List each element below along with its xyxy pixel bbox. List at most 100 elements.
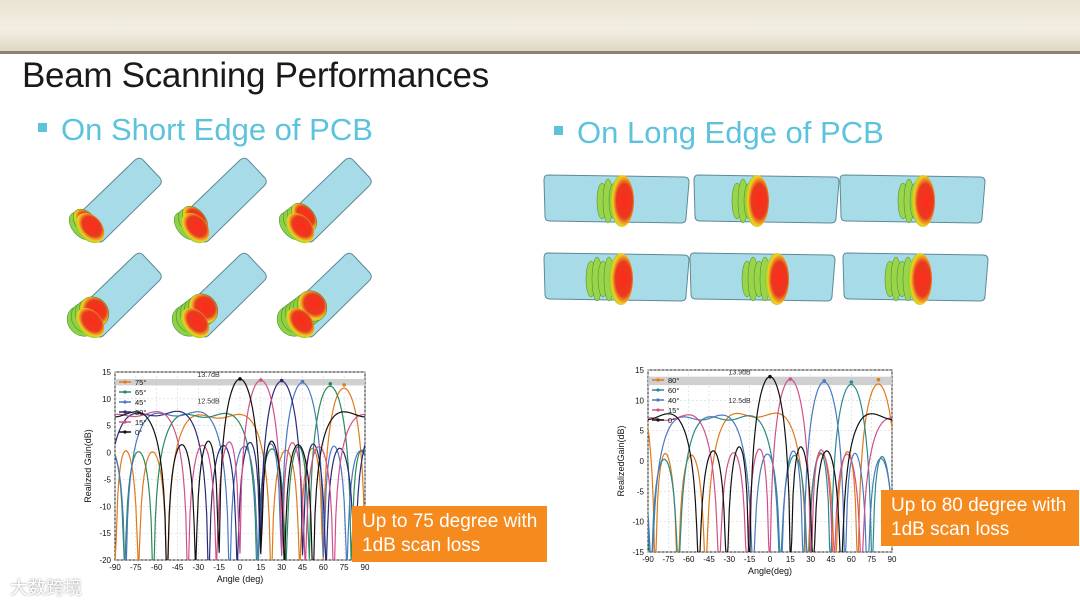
legend-label: 15° (668, 406, 679, 415)
series-peak-point (788, 377, 793, 381)
y-tick-label: -5 (104, 475, 112, 484)
y-tick-label: 10 (635, 396, 644, 405)
x-tick-label: 15 (256, 563, 265, 572)
y-tick-label: 5 (640, 427, 645, 436)
x-tick-label: -30 (724, 555, 736, 564)
series-peak-point (279, 378, 284, 383)
radiation-pattern-icon (731, 175, 769, 227)
y-tick-label: -15 (99, 529, 111, 538)
legend-marker (123, 420, 127, 424)
x-tick-label: 75 (867, 555, 876, 564)
right-note-callout: Up to 80 degree with 1dB scan loss (881, 490, 1079, 546)
pcb-board-icon (689, 252, 836, 305)
series-group (115, 378, 365, 560)
x-tick-label: 15 (786, 555, 795, 564)
series-group (115, 379, 365, 560)
radiation-pattern-icon (66, 296, 110, 339)
x-tick-label: 60 (847, 555, 856, 564)
pcb-board-icon (693, 174, 840, 227)
legend-label: 0° (668, 416, 675, 425)
radiation-pattern-icon (68, 208, 105, 244)
legend-label: 0° (135, 428, 142, 437)
radiation-pattern-icon (596, 175, 634, 227)
legend-marker (123, 390, 127, 394)
radiation-pattern-icon (171, 293, 219, 339)
series-line (115, 380, 365, 560)
x-tick-label: 90 (361, 563, 370, 572)
left-bullet: On Short Edge of PCB (38, 112, 373, 148)
series-line (115, 382, 365, 560)
left-note-callout: Up to 75 degree with 1dB scan loss (352, 506, 548, 562)
pcb-board-icon (276, 252, 372, 339)
legend-marker (123, 400, 127, 404)
y-tick-label: 5 (107, 422, 112, 431)
x-tick-label: 0 (768, 555, 773, 564)
x-tick-label: -15 (213, 563, 225, 572)
slide-title: Beam Scanning Performances (22, 56, 489, 95)
legend-marker (656, 378, 660, 382)
y-tick-label: 10 (102, 395, 111, 404)
radiation-pattern-icon (173, 205, 210, 244)
pcb-board-icon (173, 157, 267, 244)
band-top-label: 13.7dB (198, 372, 221, 379)
y-axis-label: Realized Gain(dB) (83, 429, 93, 503)
radiation-pattern-icon (884, 253, 932, 305)
band-top-label: 13.9dB (729, 370, 752, 377)
x-tick-label: -15 (744, 555, 756, 564)
series-group (648, 374, 892, 552)
series-group (648, 377, 892, 552)
pcb-board-icon (543, 174, 690, 227)
y-tick-label: -20 (99, 556, 111, 565)
x-tick-label: -90 (642, 555, 654, 564)
bullet-square-icon (554, 126, 563, 136)
x-tick-label: -60 (683, 555, 695, 564)
right-note-text: Up to 80 degree with 1dB scan loss (891, 495, 1067, 540)
left-note-text: Up to 75 degree with 1dB scan loss (362, 511, 538, 556)
x-tick-label: 45 (298, 563, 307, 572)
x-tick-label: -75 (663, 555, 675, 564)
legend-label: 15° (135, 418, 146, 427)
watermark: 大数跨境 (10, 578, 82, 598)
series-peak-point (768, 374, 772, 379)
series-peak-point (238, 377, 242, 381)
header-banner (0, 0, 1080, 54)
series-line (115, 387, 365, 560)
legend-marker (656, 408, 660, 412)
gain-band (115, 378, 365, 386)
legend-label: 40° (668, 396, 679, 405)
left-bullet-label: On Short Edge of PCB (61, 112, 373, 147)
pcb-board-icon (278, 157, 372, 244)
legend-marker (656, 388, 660, 392)
short-edge-pattern-images (66, 157, 372, 339)
series-peak-point (259, 378, 263, 382)
legend: 75°65°45°30°15°0° (119, 378, 146, 437)
series-peak-point (876, 377, 881, 382)
x-axis-label: Angle(deg) (748, 566, 792, 576)
y-tick-label: 0 (640, 457, 645, 466)
series-peak-point (300, 379, 305, 384)
legend-label: 45° (135, 398, 146, 407)
x-tick-label: -45 (703, 555, 715, 564)
gain-chart-short-edge: 13.7dB 12.5dB -90 -75 -60 -45 -30 -15 0 15 30 45 60 7… (83, 368, 370, 584)
radiation-pattern-icon (278, 202, 318, 244)
pcb-board-icon (839, 174, 986, 227)
radiation-pattern-icon (741, 253, 789, 305)
x-tick-label: 30 (277, 563, 286, 572)
pcb-board-icon (171, 252, 267, 339)
series-line (648, 378, 892, 552)
band-bottom-label: 12.5dB (729, 398, 752, 405)
series-peak-point (328, 382, 333, 386)
x-tick-label: -45 (172, 563, 184, 572)
y-tick-label: -15 (632, 548, 644, 557)
series-group (115, 383, 365, 560)
x-tick-label: 60 (319, 563, 328, 572)
y-axis-label: RealizedGain(dB) (616, 425, 626, 496)
series-group (115, 378, 365, 560)
x-tick-label: 45 (827, 555, 836, 564)
right-bullet-label: On Long Edge of PCB (577, 115, 884, 150)
legend-marker (656, 398, 660, 402)
x-tick-label: -75 (130, 563, 142, 572)
pcb-board-icon (842, 252, 989, 305)
gain-band (648, 376, 892, 386)
gain-chart-long-edge: 13.9dB 12.5dB -90 -75 -60 -45 -30 -15 0 15 30 45 60 7… (616, 366, 897, 576)
